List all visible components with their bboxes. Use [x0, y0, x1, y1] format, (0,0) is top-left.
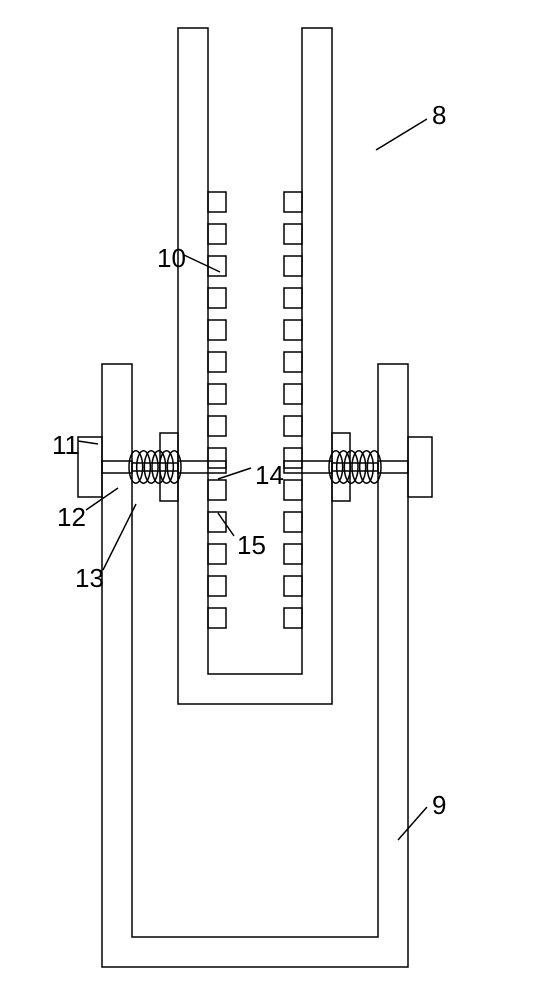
latch-plate-14	[332, 433, 350, 501]
spring-coil-13	[344, 451, 358, 483]
knob-11	[78, 437, 102, 497]
spring-rod	[332, 463, 378, 471]
spring-coil-13	[129, 451, 143, 483]
label-12: 12	[57, 502, 86, 533]
pin-15	[178, 461, 226, 473]
label-9: 9	[432, 790, 446, 821]
tooth-right	[284, 352, 302, 372]
tooth-right	[284, 320, 302, 340]
knob-11	[408, 437, 432, 497]
tooth-left	[208, 384, 226, 404]
spring-coil-13	[137, 451, 151, 483]
latch-plate-14	[160, 433, 178, 501]
tooth-left	[208, 544, 226, 564]
spring-coil-13	[352, 451, 366, 483]
tooth-left	[208, 192, 226, 212]
tooth-right	[284, 256, 302, 276]
tooth-left	[208, 288, 226, 308]
pin-15	[284, 461, 332, 473]
tooth-left	[208, 224, 226, 244]
tooth-right	[284, 480, 302, 500]
schematic-drawing	[0, 0, 538, 1000]
spring-rod	[132, 463, 178, 471]
spring-coil-13	[152, 451, 166, 483]
tooth-left	[208, 416, 226, 436]
leader-11	[78, 441, 98, 444]
label-15: 15	[237, 530, 266, 561]
tooth-left	[208, 352, 226, 372]
leader-13	[103, 504, 136, 570]
tooth-right	[284, 192, 302, 212]
leader-9	[398, 807, 427, 840]
label-8: 8	[432, 100, 446, 131]
spring-coil-13	[337, 451, 351, 483]
tooth-right	[284, 608, 302, 628]
tooth-left	[208, 608, 226, 628]
leader-8	[376, 119, 427, 150]
tooth-right	[284, 544, 302, 564]
tooth-right	[284, 512, 302, 532]
leader-10	[184, 255, 220, 272]
spring-coil-13	[144, 451, 158, 483]
inner-u-part-8	[178, 28, 332, 704]
tooth-left	[208, 480, 226, 500]
tooth-left	[208, 448, 226, 468]
tooth-right	[284, 448, 302, 468]
spring-coil-13	[167, 451, 181, 483]
spring-coil-13	[160, 451, 174, 483]
tooth-right	[284, 576, 302, 596]
tooth-left	[208, 576, 226, 596]
tooth-left	[208, 256, 226, 276]
tooth-right	[284, 224, 302, 244]
tooth-right	[284, 384, 302, 404]
stem-12	[378, 461, 408, 473]
tooth-left	[208, 512, 226, 532]
spring-coil-13	[360, 451, 374, 483]
tooth-left	[208, 320, 226, 340]
spring-coil-13	[329, 451, 343, 483]
label-10: 10	[157, 243, 186, 274]
stem-12	[102, 461, 132, 473]
spring-coil-13	[367, 451, 381, 483]
tooth-right	[284, 288, 302, 308]
label-14: 14	[255, 460, 284, 491]
label-11: 11	[52, 430, 79, 461]
tooth-right	[284, 416, 302, 436]
label-13: 13	[75, 563, 104, 594]
